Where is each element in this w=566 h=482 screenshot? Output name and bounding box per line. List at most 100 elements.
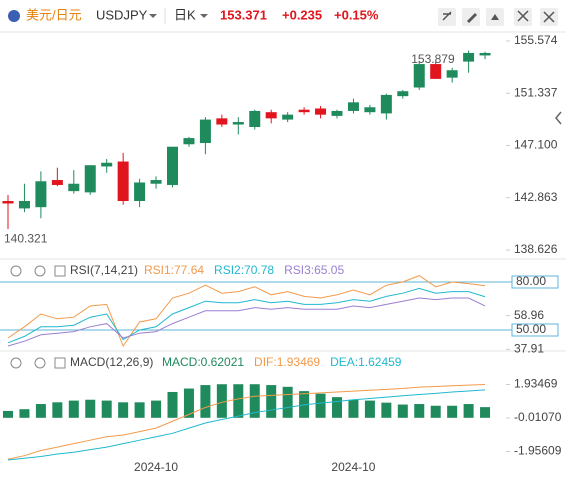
rsi-line <box>7 297 486 347</box>
macd-bar <box>151 400 162 418</box>
macd-bar <box>381 402 392 418</box>
macd-bar <box>414 404 425 418</box>
candle-body <box>364 107 376 113</box>
candle-body <box>150 180 162 184</box>
rsi-line <box>7 287 486 344</box>
expand-icon[interactable] <box>54 265 66 277</box>
y-tick-label: 1.93469 <box>514 377 558 391</box>
macd-bar <box>480 407 491 418</box>
dropdown-arrow[interactable] <box>149 14 157 18</box>
low-label: 140.321 <box>4 231 48 245</box>
macd-header <box>10 357 66 369</box>
reference-box <box>511 275 559 289</box>
candle-body <box>380 94 392 114</box>
candle-body <box>282 114 294 120</box>
change-pct: +0.15% <box>334 7 379 22</box>
candle-body <box>2 201 14 204</box>
candle-body <box>117 161 129 202</box>
candle-body <box>265 112 277 119</box>
macd-bar <box>200 385 211 418</box>
candle-body <box>199 119 211 144</box>
macd-bar <box>134 402 145 418</box>
candle-body <box>298 109 310 113</box>
candle-body <box>347 102 359 111</box>
candle-body <box>397 91 409 97</box>
candle-body <box>134 182 146 202</box>
candle-body <box>51 180 63 185</box>
reference-label: 50.00 <box>516 322 546 336</box>
icon <box>442 11 452 21</box>
legend-entry: MACD:0.62021 <box>162 355 244 369</box>
high-label: 153.879 <box>411 52 455 66</box>
period[interactable]: 日K <box>174 7 196 22</box>
icon <box>517 10 529 22</box>
macd-line <box>7 389 486 461</box>
macd-bar <box>348 399 359 418</box>
x-tick-label: 2024-10 <box>331 460 375 474</box>
macd-bar <box>19 409 30 418</box>
settings-icon[interactable] <box>34 265 46 277</box>
candle-body <box>183 138 195 145</box>
y-tick-label: 138.626 <box>514 242 558 256</box>
candle-body <box>249 110 261 127</box>
rsi-header <box>10 265 66 277</box>
collapse-arrow[interactable] <box>555 111 562 125</box>
reference-box <box>511 323 559 337</box>
candle-body <box>479 52 491 56</box>
y-tick-label: -0.01070 <box>514 410 562 424</box>
reference-label: 80.00 <box>516 274 546 288</box>
y-tick-label: 155.574 <box>514 33 558 47</box>
macd-bar <box>52 402 63 418</box>
candle-body <box>430 64 442 79</box>
candle-body <box>413 64 425 88</box>
eye-icon[interactable] <box>10 265 22 277</box>
candle-body <box>232 122 244 125</box>
candle-body <box>216 118 228 125</box>
legend-entry: DEA:1.62459 <box>330 355 402 369</box>
candle-body <box>463 52 475 62</box>
toolbar-icons <box>438 8 558 26</box>
legend-entry: RSI2:70.78 <box>214 263 274 277</box>
macd-bar <box>101 400 112 418</box>
macd-bar <box>68 400 79 418</box>
macd-bar <box>364 400 375 418</box>
macd-bar <box>430 405 441 418</box>
legend-entry: RSI1:77.64 <box>144 263 204 277</box>
macd-bar <box>183 388 194 418</box>
macd-bar <box>463 404 474 418</box>
change: +0.235 <box>282 7 322 22</box>
eye-icon[interactable] <box>10 357 22 369</box>
x-tick-label: 2024-10 <box>134 460 178 474</box>
y-tick-label: 147.100 <box>514 138 558 152</box>
pair-name[interactable]: 美元/日元 <box>26 7 82 22</box>
legend-entry: DIF:1.93469 <box>254 355 320 369</box>
y-tick-label: 37.91 <box>514 342 544 356</box>
icon <box>467 13 477 23</box>
candle-body <box>35 181 47 208</box>
macd-bar <box>332 397 342 418</box>
dropdown-arrow[interactable] <box>200 14 208 18</box>
macd-line <box>7 383 486 460</box>
icon <box>543 11 555 23</box>
symbol[interactable]: USDJPY <box>96 7 148 22</box>
candle-body <box>446 70 458 78</box>
expand-icon[interactable] <box>54 357 66 369</box>
candle-body <box>167 146 178 185</box>
candle-body <box>101 162 113 167</box>
macd-bar <box>3 410 13 418</box>
candle-body <box>68 183 80 192</box>
macd-bar <box>118 402 129 418</box>
indicator-name: RSI(7,14,21) <box>70 263 138 277</box>
macd-bar <box>216 384 227 418</box>
y-tick-label: 151.337 <box>514 85 558 99</box>
candle-body <box>18 201 30 209</box>
icon <box>491 14 499 20</box>
macd-bar <box>249 384 260 418</box>
rsi-line <box>7 275 486 348</box>
settings-icon[interactable] <box>34 357 46 369</box>
macd-bar <box>282 386 293 418</box>
macd-bar <box>447 405 458 418</box>
candle-body <box>315 108 327 115</box>
macd-bar <box>167 391 178 418</box>
